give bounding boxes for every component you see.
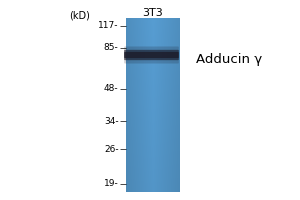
- Text: Adducin γ: Adducin γ: [196, 53, 263, 66]
- Text: 117-: 117-: [98, 21, 119, 30]
- FancyBboxPatch shape: [124, 50, 179, 64]
- FancyBboxPatch shape: [124, 50, 179, 60]
- Text: 34-: 34-: [104, 116, 119, 126]
- Text: 85-: 85-: [104, 44, 119, 52]
- FancyBboxPatch shape: [124, 46, 179, 60]
- Text: 19-: 19-: [104, 180, 119, 188]
- Text: 48-: 48-: [104, 84, 119, 93]
- Text: 26-: 26-: [104, 144, 119, 154]
- FancyBboxPatch shape: [124, 52, 179, 58]
- Text: (kD): (kD): [69, 10, 90, 20]
- Text: 3T3: 3T3: [142, 8, 164, 18]
